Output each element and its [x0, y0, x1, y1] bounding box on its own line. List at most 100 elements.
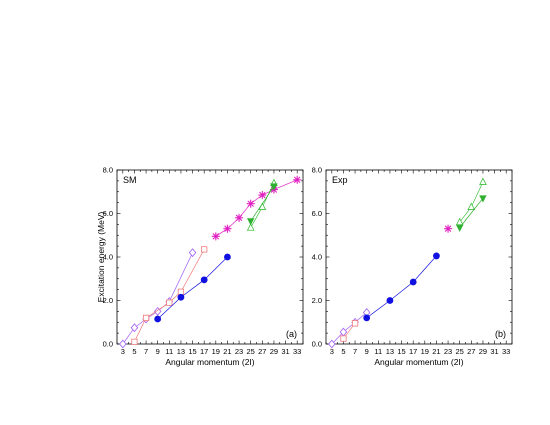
panel-title: SM — [123, 175, 137, 185]
data-point — [131, 338, 138, 345]
x-tick-label: 15 — [188, 347, 196, 356]
data-point — [154, 315, 162, 323]
x-tick-label: 11 — [165, 347, 173, 356]
data-point — [188, 248, 197, 258]
data-point — [166, 299, 173, 306]
data-point — [177, 288, 185, 295]
series-line — [459, 181, 484, 223]
series-circle-filled — [363, 252, 440, 322]
x-tick-label: 29 — [270, 347, 278, 356]
data-point — [479, 195, 487, 203]
data-point — [211, 232, 220, 241]
data-point — [409, 278, 417, 286]
data-point — [119, 339, 127, 349]
panel-tag: (a) — [286, 329, 297, 339]
x-tick-label: 19 — [421, 347, 429, 356]
series-line — [134, 249, 205, 342]
series-triangle-open — [455, 177, 487, 226]
data-point — [386, 297, 394, 304]
series-square-open — [131, 246, 208, 345]
x-axis-title: Angular momentum (2I) — [165, 357, 254, 367]
x-tick-label: 27 — [258, 347, 266, 356]
x-tick-label: 11 — [374, 347, 382, 356]
panel-a-sm: 3 5 7 9 11 13 15 17 19 21 23 25 27 29 31 33 0.0 2.0 4.0 6.0… — [103, 166, 304, 367]
x-tick-label: 13 — [177, 347, 185, 356]
data-point — [153, 306, 162, 316]
x-tick-label: 5 — [341, 347, 345, 356]
y-tick-label: 4.0 — [312, 253, 322, 262]
data-point — [142, 314, 150, 322]
x-tick-label: 25 — [247, 347, 255, 356]
x-tick-label: 29 — [479, 347, 487, 356]
series-asterisk — [443, 224, 453, 233]
series-square-open — [340, 320, 359, 342]
data-point — [246, 199, 255, 208]
x-axis-title: Angular momentum (2I) — [374, 357, 463, 367]
data-point — [177, 293, 185, 301]
data-point — [246, 218, 255, 226]
panel-tag: (b) — [495, 329, 506, 339]
x-tick-label: 33 — [293, 347, 301, 356]
y-tick-label: 2.0 — [103, 296, 113, 305]
series-line — [331, 312, 367, 345]
data-point — [293, 175, 302, 184]
x-tick-label: 7 — [353, 347, 357, 356]
series-line — [122, 252, 193, 345]
data-point — [270, 183, 278, 191]
y-axis-title: Excitation energy (MeV) — [96, 211, 106, 302]
data-point — [234, 213, 244, 222]
y-tick-label: 2.0 — [312, 296, 322, 305]
series-line — [459, 198, 484, 228]
x-tick-label: 9 — [156, 347, 160, 356]
data-point — [443, 224, 453, 233]
x-tick-label: 19 — [212, 347, 220, 356]
x-tick-label: 3 — [330, 347, 334, 356]
x-tick-label: 17 — [409, 347, 417, 356]
data-point — [200, 276, 208, 284]
x-tick-label: 5 — [132, 347, 136, 356]
y-tick-label: 6.0 — [312, 209, 322, 218]
series-diamond-open — [328, 308, 371, 349]
x-tick-label: 27 — [467, 347, 475, 356]
data-point — [467, 202, 476, 210]
y-tick-label: 0.0 — [103, 340, 113, 349]
y-tick-label: 0.0 — [312, 340, 322, 349]
x-tick-label: 25 — [456, 347, 464, 356]
data-point — [130, 323, 139, 333]
data-point — [258, 190, 267, 200]
series-asterisk — [211, 175, 302, 241]
x-tick-label: 31 — [490, 347, 498, 356]
series-line — [157, 256, 228, 320]
y-tick-label: 6.0 — [103, 209, 113, 218]
y-tick-label: 8.0 — [103, 166, 113, 175]
data-point — [201, 246, 208, 253]
x-tick-label: 9 — [365, 347, 369, 356]
x-tick-label: 21 — [223, 347, 231, 356]
data-point — [340, 335, 347, 342]
data-point — [328, 339, 336, 349]
series-circle-filled — [154, 253, 231, 323]
x-tick-label: 23 — [235, 347, 243, 356]
data-point — [246, 223, 255, 231]
series-triangle-down-filled — [455, 195, 487, 232]
x-tick-label: 17 — [200, 347, 208, 356]
data-point — [224, 253, 231, 261]
data-point — [351, 320, 359, 327]
x-tick-label: 33 — [502, 347, 510, 356]
x-tick-label: 31 — [281, 347, 289, 356]
x-tick-label: 15 — [397, 347, 405, 356]
y-tick-label: 4.0 — [103, 253, 113, 262]
x-tick-label: 21 — [432, 347, 440, 356]
data-point — [479, 177, 487, 185]
series-line — [366, 255, 437, 319]
data-point — [433, 252, 440, 260]
x-tick-label: 13 — [386, 347, 394, 356]
panel-title: Exp — [332, 175, 348, 185]
data-point — [363, 314, 371, 322]
series-line — [250, 186, 275, 222]
data-point — [455, 224, 464, 232]
series-triangle-down-filled — [246, 183, 278, 226]
x-tick-label: 7 — [144, 347, 148, 356]
data-point — [223, 224, 232, 233]
